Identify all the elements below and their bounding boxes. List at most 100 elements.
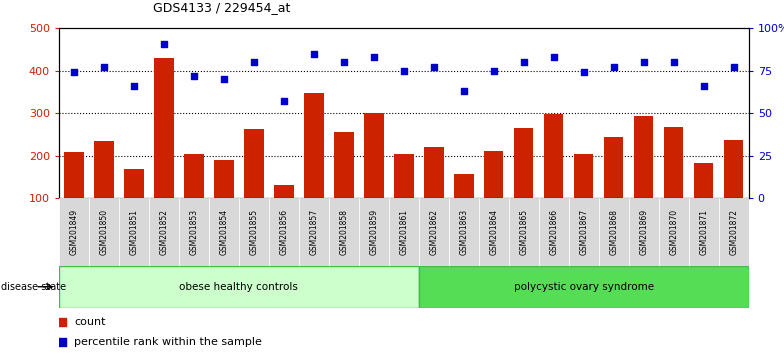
- Text: GSM201871: GSM201871: [699, 209, 708, 255]
- Bar: [239, 198, 269, 266]
- Bar: [299, 198, 328, 266]
- Point: [56, 339, 68, 345]
- Point: [458, 88, 470, 94]
- Point: [248, 59, 260, 65]
- Text: percentile rank within the sample: percentile rank within the sample: [74, 337, 262, 347]
- Bar: [64, 152, 84, 198]
- Point: [368, 55, 380, 60]
- Point: [187, 73, 200, 79]
- Text: GSM201864: GSM201864: [489, 209, 499, 255]
- Point: [488, 68, 500, 74]
- Bar: [89, 198, 119, 266]
- Bar: [304, 93, 324, 198]
- Text: count: count: [74, 318, 106, 327]
- Bar: [724, 140, 743, 198]
- Bar: [448, 198, 479, 266]
- Bar: [544, 114, 564, 198]
- Bar: [634, 116, 654, 198]
- Bar: [184, 154, 204, 198]
- Point: [427, 64, 440, 70]
- Text: GSM201863: GSM201863: [459, 209, 468, 255]
- Point: [307, 51, 320, 57]
- Point: [278, 98, 290, 104]
- Text: GSM201851: GSM201851: [129, 209, 138, 255]
- Text: GDS4133 / 229454_at: GDS4133 / 229454_at: [153, 1, 290, 14]
- Bar: [119, 198, 149, 266]
- Text: GSM201866: GSM201866: [550, 209, 558, 255]
- Text: obese healthy controls: obese healthy controls: [180, 282, 298, 292]
- Text: GSM201867: GSM201867: [579, 209, 588, 255]
- Bar: [154, 58, 173, 198]
- Bar: [479, 198, 509, 266]
- Point: [698, 83, 710, 89]
- Bar: [719, 198, 749, 266]
- Bar: [244, 130, 263, 198]
- Point: [578, 70, 590, 75]
- Text: GSM201850: GSM201850: [100, 209, 108, 255]
- Text: polycystic ovary syndrome: polycystic ovary syndrome: [514, 282, 654, 292]
- Bar: [328, 198, 359, 266]
- Text: GSM201856: GSM201856: [279, 209, 289, 255]
- Bar: [214, 160, 234, 198]
- Point: [667, 59, 680, 65]
- Bar: [659, 198, 688, 266]
- Bar: [574, 154, 593, 198]
- Bar: [179, 198, 209, 266]
- Bar: [274, 185, 293, 198]
- Point: [158, 41, 170, 46]
- Bar: [94, 141, 114, 198]
- Bar: [389, 198, 419, 266]
- Point: [547, 55, 560, 60]
- Bar: [604, 137, 623, 198]
- Point: [728, 64, 740, 70]
- Text: GSM201872: GSM201872: [729, 209, 739, 255]
- Point: [97, 64, 110, 70]
- Text: GSM201869: GSM201869: [639, 209, 648, 255]
- Bar: [568, 198, 599, 266]
- Text: GSM201865: GSM201865: [519, 209, 528, 255]
- Bar: [209, 198, 239, 266]
- Point: [608, 64, 620, 70]
- Point: [128, 83, 140, 89]
- Text: GSM201868: GSM201868: [609, 209, 619, 255]
- Bar: [454, 173, 474, 198]
- Point: [337, 59, 350, 65]
- Text: GSM201858: GSM201858: [339, 209, 348, 255]
- Bar: [394, 154, 413, 198]
- Point: [397, 68, 410, 74]
- Bar: [688, 198, 719, 266]
- Text: GSM201854: GSM201854: [220, 209, 228, 255]
- Text: GSM201857: GSM201857: [309, 209, 318, 255]
- Bar: [124, 169, 143, 198]
- Bar: [149, 198, 179, 266]
- Text: GSM201870: GSM201870: [670, 209, 678, 255]
- Bar: [664, 127, 684, 198]
- Text: GSM201853: GSM201853: [189, 209, 198, 255]
- Point: [517, 59, 530, 65]
- Bar: [59, 198, 89, 266]
- Bar: [484, 151, 503, 198]
- Point: [67, 70, 80, 75]
- Bar: [424, 147, 444, 198]
- Bar: [334, 132, 354, 198]
- Text: GSM201862: GSM201862: [430, 209, 438, 255]
- Point: [637, 59, 650, 65]
- Bar: [539, 198, 568, 266]
- Bar: [419, 266, 749, 308]
- Bar: [359, 198, 389, 266]
- Bar: [509, 198, 539, 266]
- Text: GSM201849: GSM201849: [69, 209, 78, 255]
- Bar: [59, 266, 419, 308]
- Text: GSM201861: GSM201861: [399, 209, 408, 255]
- Text: disease state: disease state: [1, 282, 66, 292]
- Bar: [269, 198, 299, 266]
- Text: GSM201852: GSM201852: [159, 209, 169, 255]
- Bar: [629, 198, 659, 266]
- Text: GSM201855: GSM201855: [249, 209, 258, 255]
- Point: [217, 76, 230, 82]
- Bar: [694, 164, 713, 198]
- Bar: [419, 198, 448, 266]
- Bar: [599, 198, 629, 266]
- Bar: [514, 128, 533, 198]
- Text: GSM201859: GSM201859: [369, 209, 378, 255]
